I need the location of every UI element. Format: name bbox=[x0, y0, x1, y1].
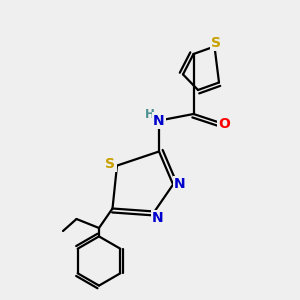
Text: S: S bbox=[211, 36, 221, 50]
Text: S: S bbox=[105, 157, 116, 171]
Text: O: O bbox=[218, 117, 230, 131]
Text: N: N bbox=[153, 114, 165, 128]
Text: N: N bbox=[174, 178, 185, 191]
Text: H: H bbox=[145, 108, 155, 121]
Text: N: N bbox=[152, 211, 163, 225]
